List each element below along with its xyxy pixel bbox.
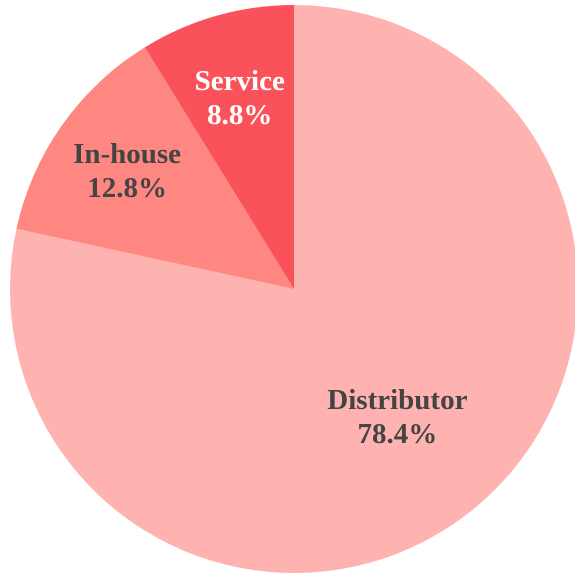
category-label: Service — [194, 64, 285, 97]
pie-slice — [10, 5, 575, 573]
slice-label: Service 8.8% — [192, 64, 288, 132]
category-label: Distributor — [327, 384, 468, 417]
value-label: 78.4% — [357, 418, 438, 451]
value-label: 12.8% — [87, 171, 167, 204]
slice-label: In-house 12.8% — [73, 137, 181, 205]
slice-label: Distributor 78.4% — [327, 383, 467, 451]
pie-slice — [144, 5, 294, 289]
value-label: 8.8% — [207, 98, 273, 131]
pie-slice — [16, 47, 295, 289]
category-label: In-house — [73, 137, 182, 170]
